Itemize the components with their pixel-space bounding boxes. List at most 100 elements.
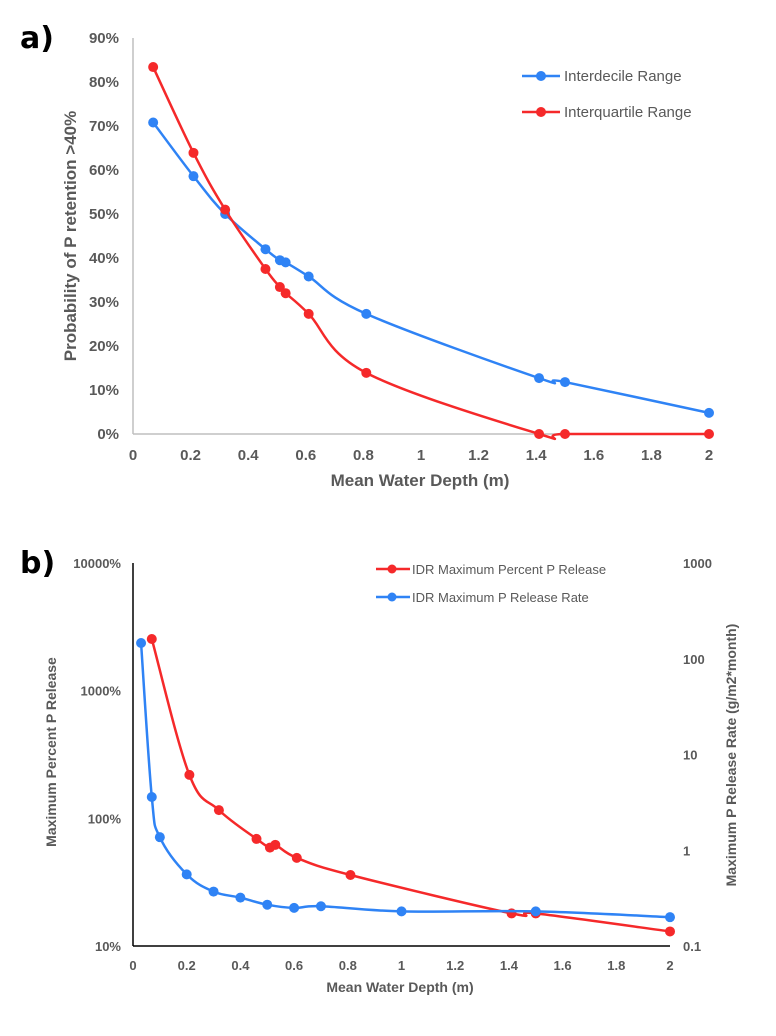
data-point — [251, 833, 262, 844]
legend-marker-red-b — [387, 564, 397, 574]
x-tick-label: 2 — [705, 447, 713, 464]
data-point — [260, 244, 271, 255]
legend-label-percent-release: IDR Maximum Percent P Release — [412, 562, 606, 577]
data-point — [665, 912, 675, 923]
y-tick-label-left: 1000% — [81, 684, 122, 699]
data-point — [291, 852, 302, 863]
y-tick-label: 10% — [89, 382, 119, 399]
data-point — [188, 171, 199, 182]
data-point — [315, 901, 326, 912]
series-line-percent-release — [150, 638, 671, 933]
legend-b: IDR Maximum Percent P Release IDR Maximu… — [376, 562, 606, 605]
chart-a: a) 0 0.2 0.4 0.6 0.8 1 1.2 1.4 1.6 1.8 2 0% 10% 20% 3… — [20, 21, 714, 490]
y-tick-label-right: 1 — [683, 843, 690, 858]
data-point — [148, 62, 159, 73]
legend-item-release-rate: IDR Maximum P Release Rate — [376, 590, 589, 605]
y-tick-labels-b-left: 10% 100% 1000% 10000% — [73, 556, 121, 954]
legend-label-interdecile: Interdecile Range — [564, 68, 682, 85]
panel-label-a: a) — [20, 21, 54, 56]
y-axis-title-b-right: Maximum P Release Rate (g/m2*month) — [723, 624, 739, 887]
x-tick-label: 0 — [129, 958, 136, 973]
data-point — [136, 638, 147, 649]
y-tick-label: 40% — [89, 250, 119, 267]
series-line-release-rate — [139, 642, 671, 919]
y-tick-label: 30% — [89, 294, 119, 311]
y-tick-label: 80% — [89, 74, 119, 91]
x-tick-label: 0.4 — [231, 958, 250, 973]
series-line-interdecile — [152, 121, 710, 415]
y-tick-label: 70% — [89, 118, 119, 135]
data-point — [260, 264, 271, 274]
data-point — [188, 147, 199, 158]
y-tick-labels-a: 0% 10% 20% 30% 40% 50% 60% 70% 80% 90% — [89, 30, 119, 443]
x-tick-labels-b: 0 0.2 0.4 0.6 0.8 1 1.2 1.4 1.6 1.8 2 — [129, 958, 673, 973]
data-point — [534, 429, 545, 439]
x-tick-label: 0.2 — [178, 958, 196, 973]
x-tick-label: 0.8 — [353, 447, 374, 464]
x-tick-label: 1.2 — [468, 447, 489, 464]
y-tick-label-left: 10000% — [73, 556, 121, 571]
x-axis-title-a: Mean Water Depth (m) — [331, 471, 510, 490]
data-point — [530, 906, 541, 917]
data-point — [704, 407, 714, 418]
x-tick-label: 0.6 — [285, 958, 303, 973]
y-tick-label: 60% — [89, 162, 119, 179]
data-point — [396, 906, 407, 917]
data-point — [361, 308, 372, 319]
y-axis-title-a: Probability of P retention >40% — [61, 111, 80, 362]
x-tick-label: 1.8 — [607, 958, 625, 973]
series-group-a — [148, 62, 714, 441]
data-point — [154, 832, 165, 843]
data-point — [235, 892, 246, 903]
legend-item-interquartile: Interquartile Range — [522, 104, 692, 121]
x-tick-label: 1.2 — [446, 958, 464, 973]
data-point — [181, 869, 192, 880]
y-tick-label: 20% — [89, 338, 119, 355]
data-point — [704, 429, 714, 439]
legend-marker-blue-b — [387, 592, 397, 602]
panel-label-b: b) — [20, 546, 55, 581]
y-tick-label-left: 10% — [95, 939, 121, 954]
x-tick-label: 1.8 — [641, 447, 662, 464]
y-tick-label: 0% — [97, 426, 119, 443]
x-tick-label: 1.6 — [554, 958, 572, 973]
data-point — [220, 204, 231, 215]
x-tick-label: 2 — [666, 958, 673, 973]
data-point — [270, 839, 281, 850]
legend-label-interquartile: Interquartile Range — [564, 104, 692, 121]
x-tick-label: 1.4 — [500, 958, 519, 973]
data-point — [303, 271, 314, 282]
data-point — [560, 429, 570, 439]
y-tick-label-left: 100% — [88, 811, 122, 826]
data-point — [280, 288, 291, 299]
data-point — [289, 902, 300, 913]
x-tick-label: 1 — [398, 958, 405, 973]
data-point — [262, 899, 273, 910]
data-point — [148, 117, 159, 128]
y-tick-label-right: 0.1 — [683, 939, 701, 954]
data-point — [560, 377, 570, 388]
data-point — [534, 373, 545, 384]
x-axis-title-b: Mean Water Depth (m) — [326, 979, 473, 995]
chart-b: b) 0 0.2 0.4 0.6 0.8 1 1.2 1.4 1.6 1.8 2 10%100%10… — [20, 546, 739, 995]
x-tick-label: 0 — [129, 447, 137, 464]
x-tick-label: 1 — [417, 447, 425, 464]
legend-a: Interdecile Range Interquartile Range — [522, 68, 692, 121]
y-tick-label: 90% — [89, 30, 119, 47]
y-tick-label-right: 100 — [683, 652, 705, 667]
data-point — [280, 257, 291, 268]
legend-item-percent-release: IDR Maximum Percent P Release — [376, 562, 606, 577]
series-group-b — [136, 633, 675, 937]
data-point — [665, 926, 675, 937]
y-tick-label: 50% — [89, 206, 119, 223]
legend-item-interdecile: Interdecile Range — [522, 68, 682, 85]
series-line-interquartile — [152, 66, 709, 441]
x-tick-label: 0.6 — [295, 447, 316, 464]
y-tick-label-right: 1000 — [683, 556, 712, 571]
data-point — [146, 791, 157, 802]
data-point — [345, 869, 356, 880]
y-axis-title-b-left: Maximum Percent P Release — [43, 657, 59, 847]
x-tick-label: 0.4 — [238, 447, 260, 464]
data-point — [303, 308, 314, 319]
